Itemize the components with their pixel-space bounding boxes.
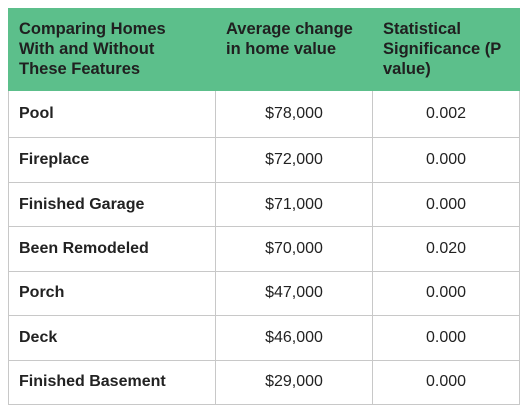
feature-cell: Finished Garage — [8, 181, 216, 228]
p-value-cell: 0.000 — [372, 181, 520, 228]
p-value-cell: 0.002 — [372, 89, 520, 139]
feature-cell: Deck — [8, 315, 216, 361]
table-row: Deck $46,000 0.000 — [8, 315, 520, 361]
p-value-cell: 0.000 — [372, 359, 520, 406]
value-cell: $71,000 — [215, 181, 373, 228]
value-cell: $29,000 — [215, 359, 373, 406]
value-cell: $72,000 — [215, 137, 373, 183]
feature-cell: Fireplace — [8, 137, 216, 183]
p-value-cell: 0.000 — [372, 315, 520, 361]
header-p-value: Statistical Significance (P value) — [372, 8, 520, 91]
table-row: Porch $47,000 0.000 — [8, 270, 520, 317]
table-row: Finished Garage $71,000 0.000 — [8, 181, 520, 228]
header-average-change: Average change in home value — [215, 8, 373, 91]
table-header-row: Comparing Homes With and Without These F… — [8, 8, 520, 91]
feature-cell: Pool — [8, 89, 216, 139]
p-value-cell: 0.020 — [372, 226, 520, 272]
value-cell: $78,000 — [215, 89, 373, 139]
table-row: Fireplace $72,000 0.000 — [8, 137, 520, 183]
home-features-table: Comparing Homes With and Without These F… — [8, 8, 520, 406]
feature-cell: Finished Basement — [8, 359, 216, 406]
comparison-table-container: Comparing Homes With and Without These F… — [8, 8, 520, 406]
table-row: Pool $78,000 0.002 — [8, 89, 520, 139]
value-cell: $70,000 — [215, 226, 373, 272]
p-value-cell: 0.000 — [372, 137, 520, 183]
header-feature: Comparing Homes With and Without These F… — [8, 8, 216, 91]
value-cell: $46,000 — [215, 315, 373, 361]
table-row: Been Remodeled $70,000 0.020 — [8, 226, 520, 272]
table-row: Finished Basement $29,000 0.000 — [8, 359, 520, 406]
feature-cell: Been Remodeled — [8, 226, 216, 272]
value-cell: $47,000 — [215, 270, 373, 317]
feature-cell: Porch — [8, 270, 216, 317]
p-value-cell: 0.000 — [372, 270, 520, 317]
